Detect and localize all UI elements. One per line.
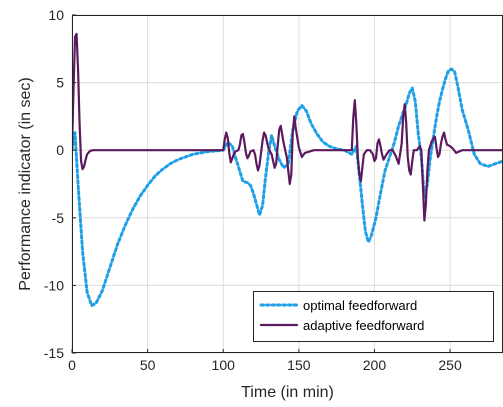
y-tick-label: 0: [56, 142, 64, 158]
x-axis-label: Time (in min): [241, 384, 334, 401]
x-tick-label: 150: [287, 357, 311, 373]
y-axis-label: Performance indicator (in sec): [17, 77, 34, 290]
x-tick-label: 100: [212, 357, 236, 373]
series-group: [72, 32, 503, 308]
y-tick-label: -10: [44, 277, 64, 293]
series-adaptive-feedforward: [72, 32, 503, 222]
x-tick-label: 50: [140, 357, 156, 373]
legend-label-optimal: optimal feedforward: [303, 298, 417, 313]
series-optimal-feedforward: [72, 67, 503, 308]
y-tick-label: -5: [52, 210, 65, 226]
legend-label-adaptive: adaptive feedforward: [303, 318, 424, 333]
x-tick-label: 0: [68, 357, 76, 373]
tick-group: 0 50 100 150 200 250 -15 -10 -5 0 5 10: [44, 7, 462, 373]
x-tick-label: 200: [363, 357, 387, 373]
legend-box: [253, 291, 494, 342]
y-tick-label: 5: [56, 75, 64, 91]
y-tick-label: -15: [44, 345, 64, 361]
y-tick-label: 10: [48, 7, 64, 23]
x-tick-label: 250: [438, 357, 462, 373]
legend: optimal feedforward adaptive feedforward: [253, 291, 494, 342]
